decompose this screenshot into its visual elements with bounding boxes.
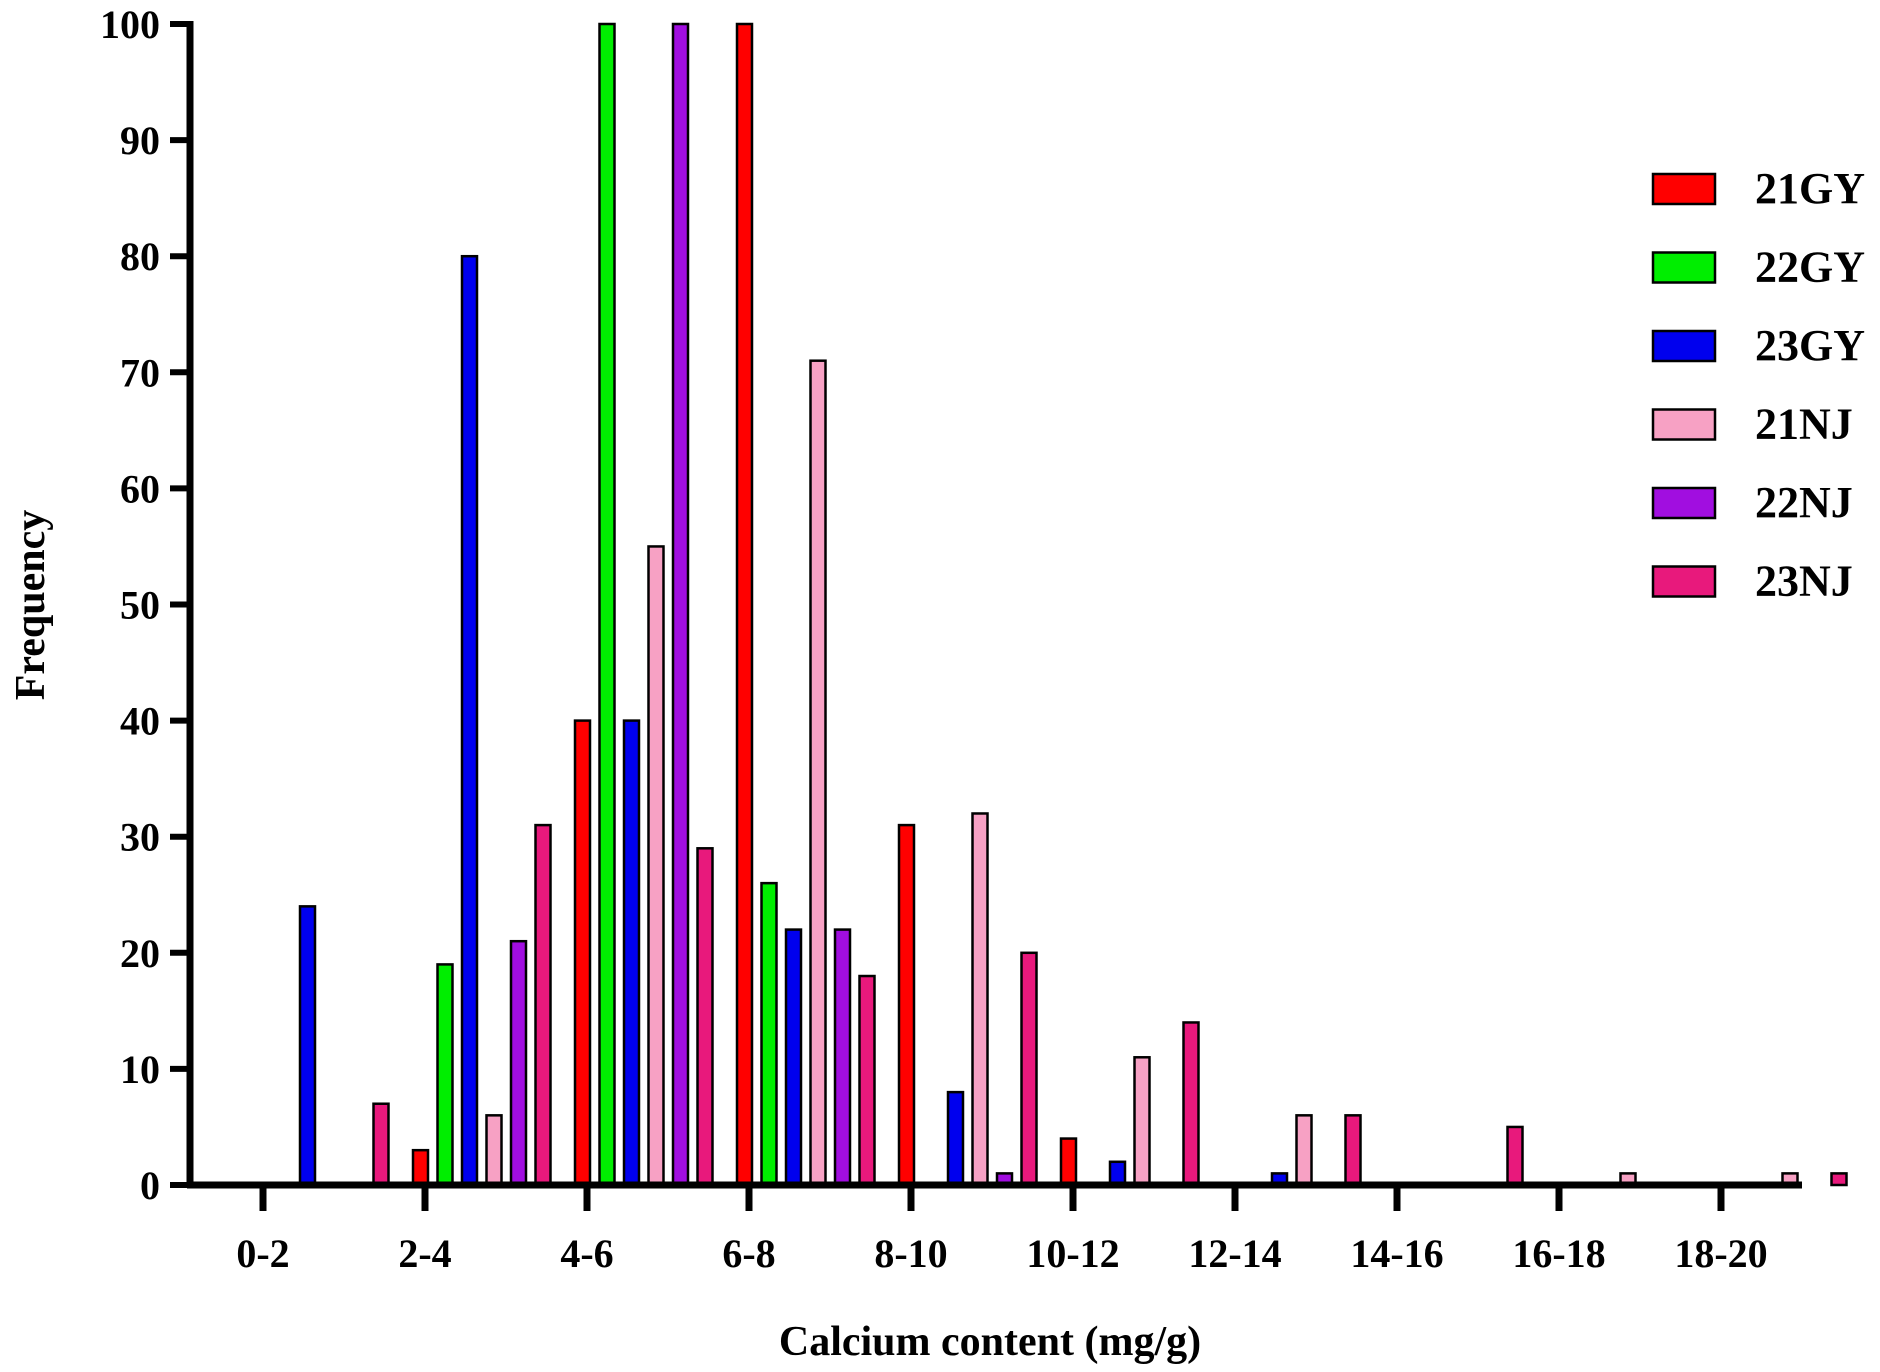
y-tick-label: 50 xyxy=(120,583,160,628)
y-tick-label: 40 xyxy=(120,699,160,744)
legend-swatch xyxy=(1651,486,1717,520)
bar xyxy=(671,22,690,1187)
legend-label: 22NJ xyxy=(1755,478,1853,527)
legend: 21GY 22GY 23GY 21NJ 22NJ 23NJ xyxy=(1651,164,1865,606)
y-tick-label: 30 xyxy=(120,815,160,860)
bar xyxy=(971,812,989,1187)
x-tick-label: 2-4 xyxy=(398,1231,451,1276)
bar xyxy=(598,22,616,1187)
bars-group xyxy=(298,22,1848,1187)
bar xyxy=(509,939,528,1187)
legend-swatch xyxy=(1651,172,1717,206)
y-tick-label: 100 xyxy=(100,2,160,47)
bar xyxy=(1830,1172,1848,1187)
legend-swatch xyxy=(1651,565,1717,598)
bar xyxy=(573,719,592,1187)
x-tick-label: 10-12 xyxy=(1026,1231,1119,1276)
x-axis-title: Calcium content (mg/g) xyxy=(779,1319,1201,1365)
x-tick-label: 8-10 xyxy=(874,1231,947,1276)
legend-label: 21NJ xyxy=(1755,400,1853,449)
x-tick-label: 16-18 xyxy=(1512,1231,1605,1276)
bar xyxy=(647,545,665,1187)
bar xyxy=(1133,1056,1151,1187)
bar xyxy=(784,928,803,1187)
x-tick-label: 4-6 xyxy=(560,1231,613,1276)
bar xyxy=(460,254,479,1187)
y-tick-label: 80 xyxy=(120,234,160,279)
y-tick-label: 70 xyxy=(120,350,160,395)
bar xyxy=(946,1090,965,1187)
y-tick-label: 60 xyxy=(120,466,160,511)
bar xyxy=(436,963,454,1187)
y-ticks-group: 0 10 20 30 40 50 60 70 80 90 100 xyxy=(100,2,190,1208)
x-tick-label: 0-2 xyxy=(236,1231,289,1276)
y-tick-label: 90 xyxy=(120,118,160,163)
bar xyxy=(372,1102,390,1187)
x-ticks-group: 0-2 2-4 4-6 6-8 8-10 10-12 12-14 14-16 16-18 18-2… xyxy=(236,1185,1768,1276)
bar xyxy=(298,905,317,1187)
bar xyxy=(696,847,714,1187)
x-tick-label: 18-20 xyxy=(1674,1231,1767,1276)
x-tick-label: 14-16 xyxy=(1350,1231,1443,1276)
legend-label: 21GY xyxy=(1755,164,1865,213)
bar xyxy=(1020,951,1038,1187)
bar xyxy=(809,359,827,1187)
legend-swatch xyxy=(1651,251,1717,284)
legend-swatch xyxy=(1651,329,1717,363)
x-tick-label: 6-8 xyxy=(722,1231,775,1276)
y-axis-title: Frequency xyxy=(8,510,54,701)
bar xyxy=(534,823,552,1187)
y-tick-label: 10 xyxy=(120,1047,160,1092)
bar xyxy=(897,823,916,1187)
legend-label: 23GY xyxy=(1755,321,1865,370)
bar xyxy=(411,1148,430,1187)
bar xyxy=(1295,1114,1313,1187)
bar xyxy=(622,719,641,1187)
bar xyxy=(1059,1137,1078,1187)
y-tick-label: 0 xyxy=(140,1163,160,1208)
legend-label: 22GY xyxy=(1755,243,1865,292)
bar xyxy=(833,928,852,1187)
x-tick-label: 12-14 xyxy=(1188,1231,1281,1276)
bar xyxy=(1344,1114,1362,1187)
legend-swatch xyxy=(1651,408,1717,441)
bar xyxy=(485,1114,503,1187)
bar xyxy=(1182,1021,1200,1187)
axes-group xyxy=(186,21,1802,1189)
bar xyxy=(858,974,876,1187)
y-tick-label: 20 xyxy=(120,931,160,976)
bar xyxy=(760,881,778,1187)
legend-label: 23NJ xyxy=(1755,557,1853,606)
bar xyxy=(735,22,754,1187)
bar xyxy=(1506,1125,1524,1187)
